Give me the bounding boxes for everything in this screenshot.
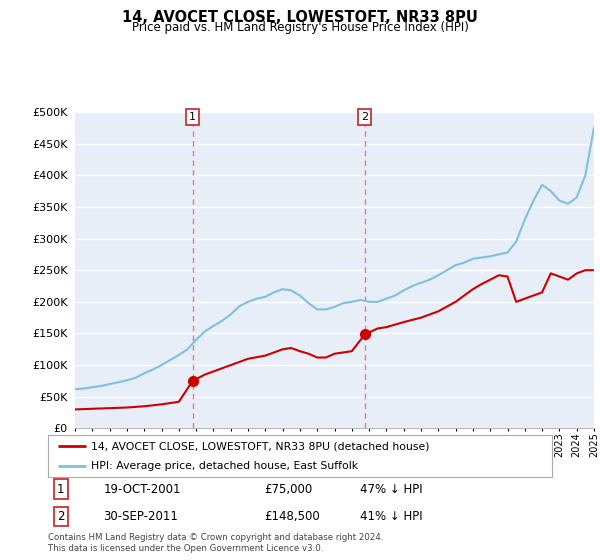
Text: 47% ↓ HPI: 47% ↓ HPI bbox=[361, 483, 423, 496]
Text: 30-SEP-2011: 30-SEP-2011 bbox=[103, 510, 178, 523]
Text: 1: 1 bbox=[57, 483, 64, 496]
Text: 2: 2 bbox=[57, 510, 64, 523]
Text: Contains HM Land Registry data © Crown copyright and database right 2024.
This d: Contains HM Land Registry data © Crown c… bbox=[48, 533, 383, 553]
Text: £148,500: £148,500 bbox=[265, 510, 320, 523]
Text: HPI: Average price, detached house, East Suffolk: HPI: Average price, detached house, East… bbox=[91, 461, 358, 471]
Text: 1: 1 bbox=[189, 112, 196, 122]
Text: 14, AVOCET CLOSE, LOWESTOFT, NR33 8PU (detached house): 14, AVOCET CLOSE, LOWESTOFT, NR33 8PU (d… bbox=[91, 441, 430, 451]
Text: Price paid vs. HM Land Registry's House Price Index (HPI): Price paid vs. HM Land Registry's House … bbox=[131, 21, 469, 34]
Text: 41% ↓ HPI: 41% ↓ HPI bbox=[361, 510, 423, 523]
Text: 14, AVOCET CLOSE, LOWESTOFT, NR33 8PU: 14, AVOCET CLOSE, LOWESTOFT, NR33 8PU bbox=[122, 10, 478, 25]
Text: £75,000: £75,000 bbox=[265, 483, 313, 496]
Text: 19-OCT-2001: 19-OCT-2001 bbox=[103, 483, 181, 496]
Text: 2: 2 bbox=[361, 112, 368, 122]
